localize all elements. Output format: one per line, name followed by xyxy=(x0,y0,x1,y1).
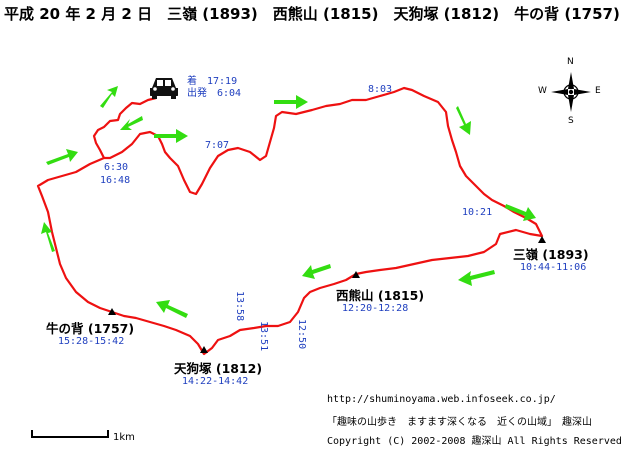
compass-west: W xyxy=(538,86,547,96)
summit-marker-sanrei xyxy=(538,236,546,243)
peak-time: 15:28-15:42 xyxy=(58,336,125,347)
car-icon xyxy=(150,78,178,99)
peak-name: 牛の背 (1757) xyxy=(46,321,135,336)
map-title: 平成 20 年 2 月 2 日 三嶺 (1893) 西熊山 (1815) 天狗塚… xyxy=(4,5,620,23)
direction-arrow xyxy=(100,86,118,108)
peak-time: 10:44-11:06 xyxy=(520,262,587,273)
site-url: http://shuminoyama.web.infoseek.co.jp/ xyxy=(327,394,556,405)
direction-arrow xyxy=(46,149,78,165)
peak-time: 14:22-14:42 xyxy=(182,376,249,387)
compass-south: S xyxy=(568,116,574,126)
waypoint-time: 13:51 xyxy=(258,321,269,352)
direction-arrow xyxy=(120,116,143,130)
direction-arrow xyxy=(274,95,308,109)
compass-rose-icon xyxy=(551,72,591,112)
waypoint-time: 13:58 xyxy=(234,291,245,322)
summit-marker-nishikuma xyxy=(352,271,360,278)
waypoint-time: 16:48 xyxy=(100,175,131,186)
peak-name: 西熊山 (1815) xyxy=(336,288,425,303)
peak-name: 三嶺 (1893) xyxy=(513,247,589,262)
direction-arrow xyxy=(156,300,188,318)
direction-arrow xyxy=(458,270,495,286)
direction-arrow xyxy=(154,129,188,143)
peak-time: 12:20-12:28 xyxy=(342,303,409,314)
waypoint-time: 12:50 xyxy=(296,319,307,350)
peak-name: 天狗塚 (1812) xyxy=(174,361,263,376)
copyright: Copyright (C) 2002-2008 趣深山 All Rights R… xyxy=(327,436,622,447)
waypoint-time: 8:03 xyxy=(368,84,393,95)
waypoint-time: 6:30 xyxy=(104,162,129,173)
direction-arrow xyxy=(505,204,536,221)
arrival-time-label: 着 17:19 xyxy=(187,76,238,87)
departure-time-label: 出発 6:04 xyxy=(187,88,242,99)
waypoint-time: 7:07 xyxy=(205,140,230,151)
summit-marker-ushinose xyxy=(108,308,116,315)
direction-arrow xyxy=(302,264,331,279)
site-name: 「趣味の山歩き ますます深くなる 近くの山域」 趣深山 xyxy=(327,417,592,428)
summit-marker-tenguzuka xyxy=(200,346,208,353)
scale-label: 1km xyxy=(113,432,135,443)
compass-north: N xyxy=(567,57,574,67)
direction-arrow xyxy=(41,222,55,252)
scale-bar xyxy=(31,430,109,438)
compass-east: E xyxy=(595,86,601,96)
waypoint-time: 10:21 xyxy=(462,207,493,218)
direction-arrow xyxy=(456,106,471,135)
